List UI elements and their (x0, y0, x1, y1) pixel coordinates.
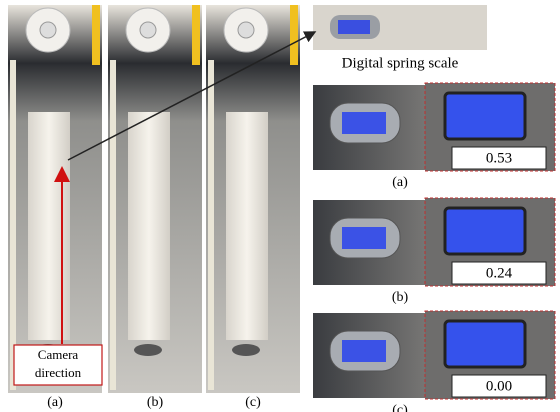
base (232, 344, 260, 356)
camera-label: Camera (38, 347, 79, 362)
column (128, 112, 170, 340)
pulley-hub (140, 22, 156, 38)
reading-label: (b) (392, 290, 409, 305)
panel-label: (c) (245, 395, 261, 410)
ruler (208, 60, 214, 390)
reading-label: (a) (392, 175, 408, 190)
ruler (110, 60, 116, 390)
camera-label: direction (35, 365, 82, 380)
ruler (10, 60, 16, 390)
screen (338, 20, 370, 34)
screen (342, 340, 386, 362)
scale-title: Digital spring scale (342, 55, 459, 71)
zoom-screen (445, 208, 525, 254)
reading-label: (c) (392, 403, 408, 412)
screen (342, 227, 386, 249)
pole (92, 5, 100, 65)
reading-value: 0.00 (486, 378, 512, 394)
pulley-hub (238, 22, 254, 38)
column (28, 112, 70, 340)
reading-value: 0.53 (486, 150, 512, 166)
panel-label: (b) (147, 395, 164, 410)
pulley-hub (40, 22, 56, 38)
base (134, 344, 162, 356)
pole (290, 5, 298, 65)
screen (342, 112, 386, 134)
column (226, 112, 268, 340)
reading-value: 0.24 (486, 265, 513, 281)
zoom-screen (445, 93, 525, 139)
pole (192, 5, 200, 65)
zoom-screen (445, 321, 525, 367)
figure: (a) (b) (c) 0.53 (a) 0.24 (b) 0.00 (c) Camera d… (0, 0, 560, 412)
panel-label: (a) (47, 395, 63, 410)
